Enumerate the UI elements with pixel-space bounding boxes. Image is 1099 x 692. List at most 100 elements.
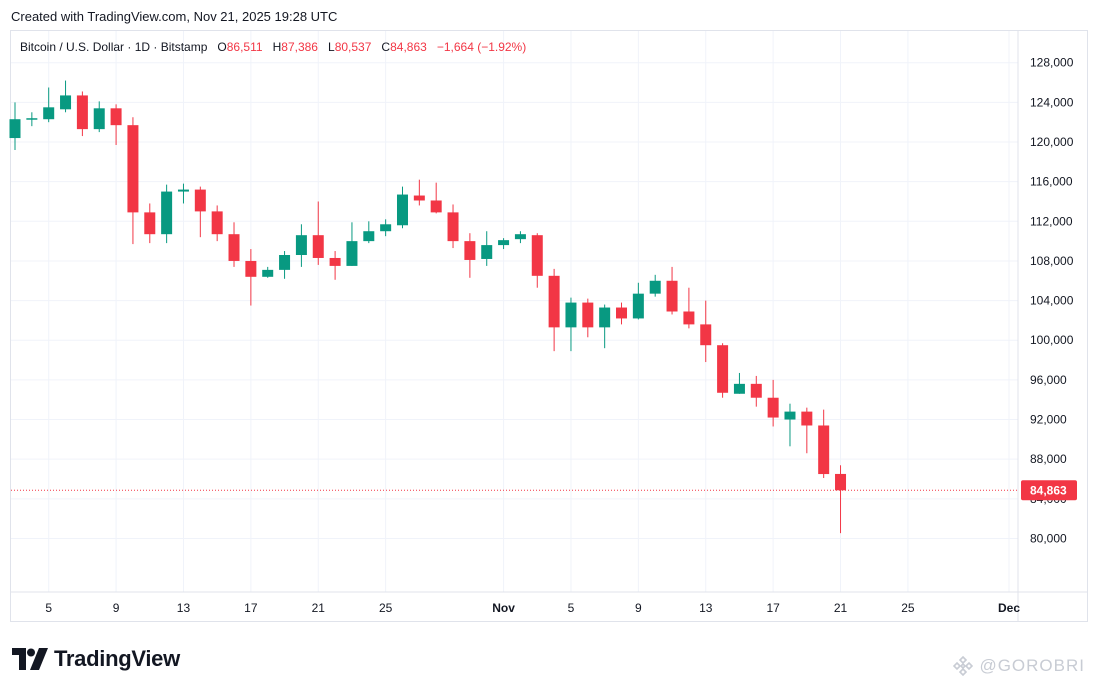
x-tick-label: 5 — [45, 601, 52, 615]
candle-body — [447, 212, 459, 242]
candle — [481, 231, 493, 266]
candle-body — [43, 107, 55, 120]
x-tick-label: 9 — [635, 601, 642, 615]
x-tick-label: Dec — [998, 601, 1020, 615]
last-price-badge: 84,863 — [1021, 480, 1077, 501]
candle — [43, 87, 55, 123]
x-tick-label: 25 — [379, 601, 393, 615]
tradingview-logo-icon — [12, 648, 48, 670]
candle — [329, 251, 341, 280]
candle-body — [632, 293, 644, 319]
candle — [228, 222, 240, 267]
candle — [548, 268, 560, 352]
candle — [312, 201, 324, 265]
y-tick-label: 92,000 — [1030, 413, 1067, 427]
y-tick-label: 124,000 — [1030, 95, 1074, 109]
candle — [76, 91, 88, 137]
candle-body — [245, 260, 257, 277]
watermark-text: @GOROBRI — [979, 656, 1085, 675]
change-value: −1,664 (−1.92%) — [436, 40, 527, 54]
candle — [700, 300, 712, 363]
candle-body — [464, 241, 476, 260]
candle-body — [717, 345, 729, 393]
candle-body — [818, 425, 830, 475]
candle — [717, 343, 729, 398]
low-label: L — [328, 40, 335, 54]
candle — [582, 298, 594, 338]
candle — [649, 274, 661, 297]
high-label: H — [272, 40, 282, 54]
candle — [262, 266, 274, 278]
candle-body — [683, 311, 695, 325]
candle-body — [228, 234, 240, 261]
x-tick-label: 13 — [699, 601, 713, 615]
candle-body — [531, 235, 543, 276]
close-value: 84,863 — [390, 40, 427, 54]
candle-body — [363, 231, 375, 242]
binance-icon — [953, 656, 974, 676]
candle-body — [801, 411, 813, 426]
candle-body — [60, 95, 72, 110]
y-tick-label: 88,000 — [1030, 452, 1067, 466]
candle-body — [616, 307, 628, 319]
candle-body — [733, 383, 745, 394]
candle — [380, 219, 392, 237]
candle — [110, 104, 122, 145]
candle-body — [430, 200, 442, 213]
candle — [177, 183, 189, 204]
candle — [666, 266, 678, 315]
created-note: Created with TradingView.com, Nov 21, 20… — [11, 9, 338, 24]
candle-body — [413, 195, 425, 201]
candle-body — [514, 234, 526, 240]
y-tick-label: 80,000 — [1030, 531, 1067, 545]
candle — [498, 238, 510, 250]
candle — [26, 112, 38, 127]
y-tick-label: 112,000 — [1030, 214, 1073, 228]
candle-body — [599, 307, 611, 328]
candle — [295, 224, 307, 267]
candle — [784, 403, 796, 447]
symbol-label[interactable]: Bitcoin / U.S. Dollar · 1D · Bitstamp — [20, 40, 208, 54]
x-tick-label: 25 — [901, 601, 915, 615]
candle-body — [666, 280, 678, 312]
candle-body — [295, 235, 307, 256]
candle — [531, 233, 543, 288]
candle-body — [76, 95, 88, 130]
candle — [245, 249, 257, 306]
candle-body — [481, 245, 493, 259]
candle — [60, 80, 72, 113]
close-label: C — [381, 40, 391, 54]
candle — [9, 102, 21, 150]
price-axis: 80,00084,00088,00092,00096,000100,000104… — [1030, 56, 1074, 546]
open-value: 86,511 — [226, 40, 263, 54]
candle-body — [93, 108, 105, 130]
candles — [9, 80, 847, 534]
x-tick-label: 17 — [244, 601, 258, 615]
open-label: O — [217, 40, 227, 54]
candle — [733, 372, 745, 394]
candle-body — [161, 191, 173, 235]
candle-body — [127, 125, 139, 213]
candle-body — [498, 240, 510, 246]
y-tick-label: 104,000 — [1030, 294, 1074, 308]
y-tick-label: 128,000 — [1030, 56, 1074, 70]
y-tick-label: 120,000 — [1030, 135, 1074, 149]
tradingview-brand[interactable]: TradingView — [12, 646, 180, 672]
candle-body — [194, 189, 206, 212]
candle — [767, 379, 779, 427]
time-axis: 5 9 13 17 21 25 Nov 5 9 13 17 21 25 Dec — [45, 601, 1020, 615]
candle-body — [279, 255, 291, 270]
x-tick-label: 17 — [766, 601, 780, 615]
candle — [430, 182, 442, 214]
candle — [565, 297, 577, 352]
candle-body — [26, 118, 38, 120]
axis-separators — [11, 31, 1088, 621]
x-tick-label: 13 — [177, 601, 191, 615]
candle — [818, 409, 830, 479]
candle — [363, 221, 375, 244]
candle-body — [312, 235, 324, 258]
last-price-label: 84,863 — [1030, 483, 1067, 497]
candle — [144, 203, 156, 244]
x-tick-label: Nov — [492, 601, 515, 615]
